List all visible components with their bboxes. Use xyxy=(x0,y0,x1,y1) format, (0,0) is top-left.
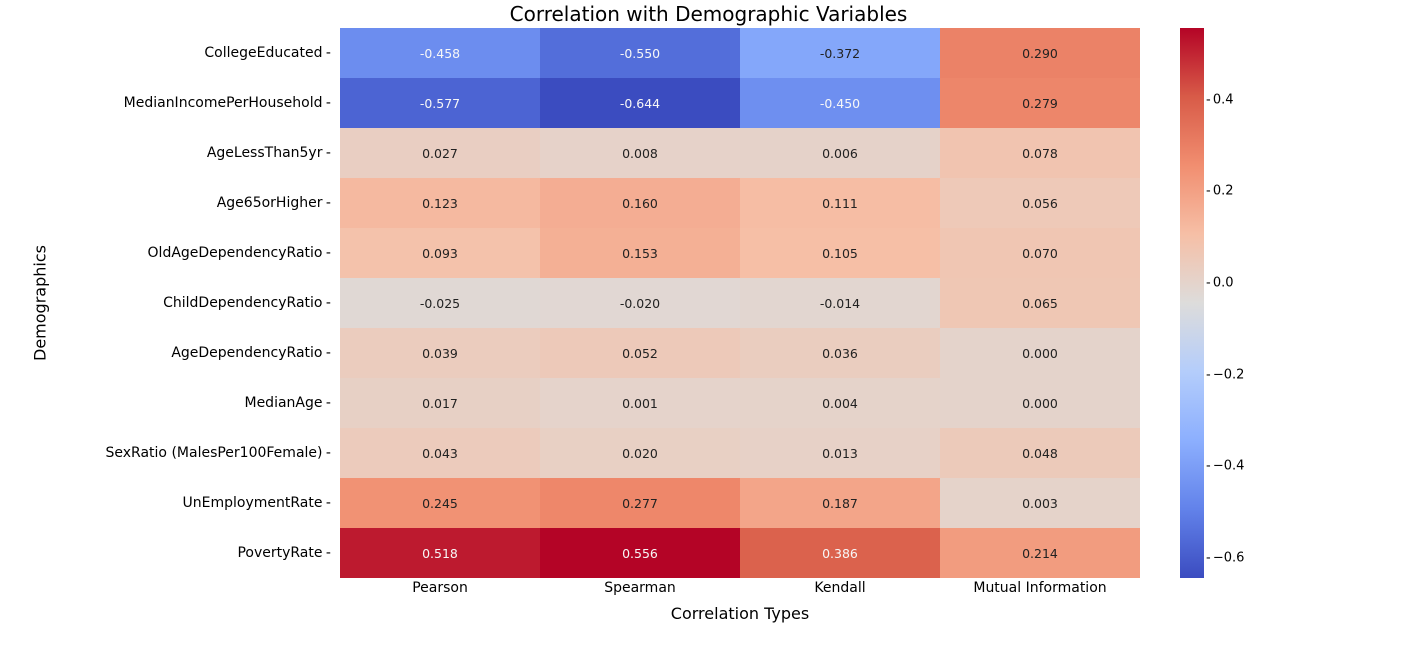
heatmap-cell: -0.372 xyxy=(740,28,940,78)
heatmap-cell: 0.004 xyxy=(740,378,940,428)
heatmap-cell: -0.020 xyxy=(540,278,740,328)
y-tick-label: MedianIncomePerHousehold xyxy=(0,96,330,110)
heatmap-cell: -0.025 xyxy=(340,278,540,328)
y-tick-label: AgeDependencyRatio xyxy=(0,346,330,360)
heatmap-cell: 0.000 xyxy=(940,328,1140,378)
heatmap-cell: 0.020 xyxy=(540,428,740,478)
colorbar-tick-label: −0.2 xyxy=(1206,367,1244,382)
heatmap-cell: 0.277 xyxy=(540,478,740,528)
heatmap-cell: 0.052 xyxy=(540,328,740,378)
colorbar-tick-label: −0.4 xyxy=(1206,459,1244,474)
heatmap-row: 0.0390.0520.0360.000 xyxy=(340,328,1140,378)
heatmap-body: -0.458-0.550-0.3720.290-0.577-0.644-0.45… xyxy=(340,28,1140,578)
heatmap-cell: 0.000 xyxy=(940,378,1140,428)
colorbar-tick-label: 0.4 xyxy=(1206,92,1234,107)
heatmap-row: 0.0430.0200.0130.048 xyxy=(340,428,1140,478)
heatmap-row: 0.2450.2770.1870.003 xyxy=(340,478,1140,528)
heatmap-cell: 0.056 xyxy=(940,178,1140,228)
heatmap-cell: 0.518 xyxy=(340,528,540,578)
colorbar-ticks: −0.6 −0.4 −0.2 0.0 0.2 0.4 xyxy=(1206,28,1286,578)
heatmap-cell: 0.039 xyxy=(340,328,540,378)
y-tick-label: UnEmploymentRate xyxy=(0,496,330,510)
x-tick-label: Pearson xyxy=(412,580,468,596)
heatmap-cell: 0.043 xyxy=(340,428,540,478)
chart-title: Correlation with Demographic Variables xyxy=(0,2,1417,26)
heatmap-cell: 0.153 xyxy=(540,228,740,278)
heatmap-cell: -0.450 xyxy=(740,78,940,128)
heatmap-cell: 0.290 xyxy=(940,28,1140,78)
figure: Correlation with Demographic Variables D… xyxy=(0,0,1417,648)
y-tick-label: CollegeEducated xyxy=(0,46,330,60)
heatmap-cell: -0.014 xyxy=(740,278,940,328)
heatmap-row: -0.458-0.550-0.3720.290 xyxy=(340,28,1140,78)
heatmap-row: -0.025-0.020-0.0140.065 xyxy=(340,278,1140,328)
heatmap-cell: 0.078 xyxy=(940,128,1140,178)
heatmap-cell: 0.245 xyxy=(340,478,540,528)
x-tick-label: Kendall xyxy=(814,580,865,596)
heatmap-row: 0.1230.1600.1110.056 xyxy=(340,178,1140,228)
heatmap-cell: 0.123 xyxy=(340,178,540,228)
x-axis-label: Correlation Types xyxy=(340,604,1140,623)
heatmap-cell: 0.017 xyxy=(340,378,540,428)
x-tick-label: Spearman xyxy=(604,580,676,596)
y-tick-labels: CollegeEducated MedianIncomePerHousehold A… xyxy=(0,28,330,578)
heatmap-plot-area: -0.458-0.550-0.3720.290-0.577-0.644-0.45… xyxy=(340,28,1140,578)
y-tick-label: Age65orHigher xyxy=(0,196,330,210)
heatmap-row: 0.0930.1530.1050.070 xyxy=(340,228,1140,278)
heatmap-cell: 0.214 xyxy=(940,528,1140,578)
heatmap-cell: 0.013 xyxy=(740,428,940,478)
y-tick-label: SexRatio (MalesPer100Female) xyxy=(0,446,330,460)
x-tick-labels: Pearson Spearman Kendall Mutual Information xyxy=(340,580,1140,600)
colorbar-tick-label: 0.2 xyxy=(1206,184,1234,199)
heatmap-row: 0.0170.0010.0040.000 xyxy=(340,378,1140,428)
y-tick-label: ChildDependencyRatio xyxy=(0,296,330,310)
heatmap-cell: 0.065 xyxy=(940,278,1140,328)
y-tick-label: MedianAge xyxy=(0,396,330,410)
y-tick-label: OldAgeDependencyRatio xyxy=(0,246,330,260)
heatmap-cell: 0.111 xyxy=(740,178,940,228)
heatmap-cell: 0.556 xyxy=(540,528,740,578)
heatmap-table: -0.458-0.550-0.3720.290-0.577-0.644-0.45… xyxy=(340,28,1140,578)
heatmap-cell: 0.105 xyxy=(740,228,940,278)
heatmap-cell: 0.187 xyxy=(740,478,940,528)
heatmap-cell: 0.027 xyxy=(340,128,540,178)
heatmap-cell: 0.036 xyxy=(740,328,940,378)
colorbar-tick-label: 0.0 xyxy=(1206,275,1234,290)
heatmap-cell: 0.003 xyxy=(940,478,1140,528)
x-tick-label: Mutual Information xyxy=(973,580,1106,596)
heatmap-cell: 0.279 xyxy=(940,78,1140,128)
heatmap-cell: 0.093 xyxy=(340,228,540,278)
heatmap-cell: -0.458 xyxy=(340,28,540,78)
colorbar-gradient xyxy=(1180,28,1204,578)
heatmap-cell: 0.386 xyxy=(740,528,940,578)
heatmap-row: 0.5180.5560.3860.214 xyxy=(340,528,1140,578)
heatmap-cell: 0.070 xyxy=(940,228,1140,278)
colorbar-tick-label: −0.6 xyxy=(1206,550,1244,565)
colorbar xyxy=(1180,28,1204,578)
heatmap-row: 0.0270.0080.0060.078 xyxy=(340,128,1140,178)
heatmap-cell: -0.644 xyxy=(540,78,740,128)
heatmap-cell: -0.577 xyxy=(340,78,540,128)
heatmap-cell: 0.006 xyxy=(740,128,940,178)
heatmap-cell: -0.550 xyxy=(540,28,740,78)
y-tick-label: AgeLessThan5yr xyxy=(0,146,330,160)
y-tick-label: PovertyRate xyxy=(0,546,330,560)
heatmap-cell: 0.048 xyxy=(940,428,1140,478)
heatmap-row: -0.577-0.644-0.4500.279 xyxy=(340,78,1140,128)
heatmap-cell: 0.001 xyxy=(540,378,740,428)
heatmap-cell: 0.160 xyxy=(540,178,740,228)
heatmap-cell: 0.008 xyxy=(540,128,740,178)
